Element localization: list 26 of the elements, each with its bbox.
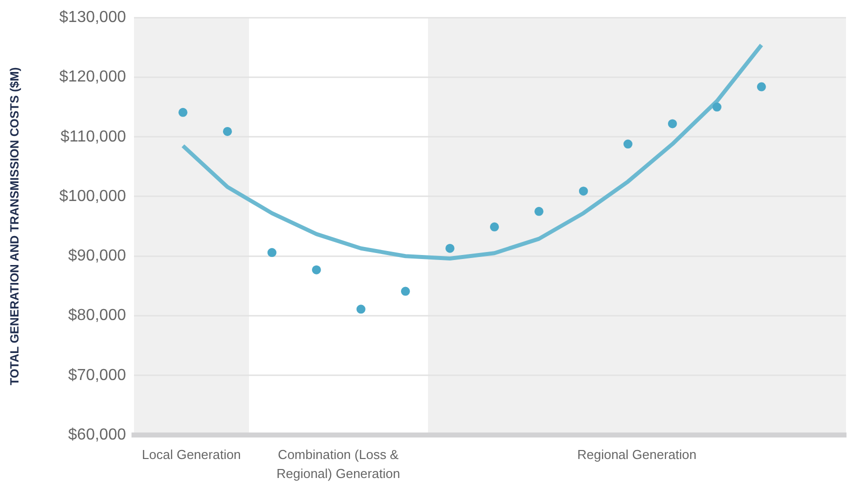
y-tick-label: $60,000: [68, 426, 126, 444]
point: [178, 108, 188, 117]
point: [267, 248, 276, 258]
text: Combination (Loss & Regional) Generation: [276, 447, 400, 482]
point: [222, 126, 232, 136]
point: [712, 102, 722, 112]
y-tick-label: $80,000: [68, 307, 126, 324]
y-tick-label: $130,000: [59, 9, 126, 26]
point: [756, 82, 766, 92]
point: [578, 186, 588, 196]
point: [445, 244, 454, 253]
text: Local Generation: [142, 447, 241, 462]
point: [356, 304, 366, 314]
point: [534, 206, 544, 216]
point: [490, 222, 499, 232]
y-tick-label: $120,000: [59, 68, 126, 86]
point: [668, 119, 677, 128]
y-tick-label: $70,000: [68, 366, 126, 384]
y-axis-title: TOTAL GENERATION AND TRANSMISSION COSTS ($M): [8, 67, 22, 386]
text: Regional Generation: [577, 447, 696, 462]
y-tick-label: $90,000: [68, 248, 126, 265]
y-tick-label: $100,000: [59, 188, 126, 205]
y-tick-label: $110,000: [60, 128, 126, 146]
point: [400, 286, 410, 296]
point: [623, 140, 632, 149]
point: [312, 265, 321, 274]
